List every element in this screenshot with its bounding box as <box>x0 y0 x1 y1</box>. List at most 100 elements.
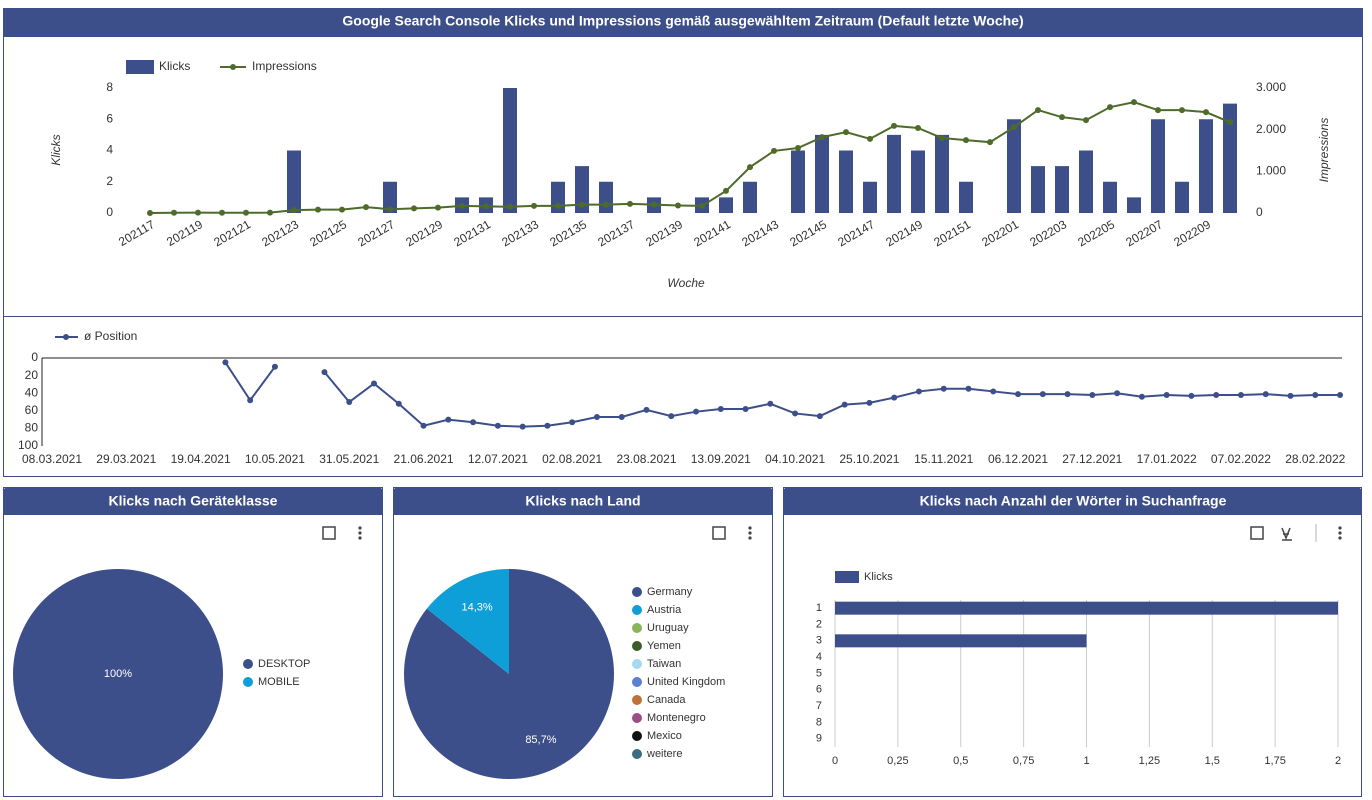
point <box>1138 393 1145 400</box>
legend-label: Taiwan <box>647 658 681 670</box>
legend-dot <box>632 623 642 633</box>
point <box>651 201 657 208</box>
legend-label: Montenegro <box>647 712 706 724</box>
line <box>149 101 1231 214</box>
x-tick-label: 0,75 <box>1013 755 1034 767</box>
menu-dot[interactable] <box>748 526 752 530</box>
menu-dot[interactable] <box>358 536 362 540</box>
legend-dot <box>63 334 69 340</box>
menu-dot[interactable] <box>1338 526 1342 530</box>
point <box>267 209 273 216</box>
x-tick-label: 15.11.2021 <box>914 452 973 466</box>
chart-icon[interactable] <box>712 526 726 540</box>
legend-label: DESKTOP <box>258 658 310 670</box>
point <box>1163 391 1170 398</box>
menu-dot[interactable] <box>1338 536 1342 540</box>
menu-dot[interactable] <box>1338 531 1342 535</box>
y-tick-label: 80 <box>25 421 39 435</box>
point <box>1155 107 1161 114</box>
y-tick-label: 40 <box>25 385 39 399</box>
x-tick-label: 1,75 <box>1264 755 1285 767</box>
panel-header <box>3 487 383 515</box>
bar <box>863 181 877 213</box>
point <box>742 406 749 413</box>
point <box>291 207 297 214</box>
menu-dot[interactable] <box>358 531 362 535</box>
bar <box>287 150 301 213</box>
panel-title: Google Search Console Klicks und Impress… <box>342 13 1023 29</box>
point <box>717 406 724 413</box>
panel-title: Klicks nach Land <box>525 493 640 509</box>
menu-dot[interactable] <box>748 531 752 535</box>
x-tick-label: 10.05.2021 <box>245 452 305 466</box>
point <box>940 385 947 392</box>
x-tick-label: 25.10.2021 <box>839 452 899 466</box>
y-tick-label: 0 <box>106 205 113 219</box>
menu-dot[interactable] <box>748 536 752 540</box>
point <box>593 413 600 420</box>
point <box>891 394 898 401</box>
point <box>1337 391 1344 398</box>
panel-title: Klicks nach Geräteklasse <box>109 493 278 509</box>
point <box>1083 117 1089 124</box>
menu-dot[interactable] <box>358 526 362 530</box>
x-tick-label: 23.08.2021 <box>616 452 676 466</box>
x-tick-label: 0,5 <box>953 755 968 767</box>
point <box>987 139 993 146</box>
x-tick-label: 19.04.2021 <box>171 452 231 466</box>
point <box>247 397 254 404</box>
legend-dot <box>230 64 236 70</box>
point <box>767 400 774 407</box>
y-tick-label: 4 <box>816 651 822 663</box>
point <box>321 369 328 376</box>
point <box>866 399 873 406</box>
legend-label: Austria <box>647 604 682 616</box>
point <box>445 416 452 423</box>
point <box>1179 107 1185 114</box>
point <box>693 408 700 415</box>
point <box>1039 391 1046 398</box>
point <box>569 419 576 426</box>
point <box>371 380 378 387</box>
point <box>1015 391 1022 398</box>
bar <box>839 150 853 213</box>
bar <box>575 166 589 213</box>
chart-icon[interactable] <box>1250 526 1264 540</box>
x-tick-label: 29.03.2021 <box>96 452 156 466</box>
panel-header <box>393 487 773 515</box>
chart-icon[interactable] <box>322 526 336 540</box>
bar <box>1007 119 1021 213</box>
point <box>1011 124 1017 131</box>
point <box>792 410 799 417</box>
bar <box>835 601 1338 615</box>
y-tick-label: 100 <box>18 438 38 452</box>
legend-dot <box>632 641 642 651</box>
x-tick-label: 31.05.2021 <box>319 452 379 466</box>
sort-icon[interactable] <box>1281 527 1292 541</box>
legend-label: United Kingdom <box>647 676 725 688</box>
point <box>435 204 441 211</box>
legend-dot <box>632 731 642 741</box>
y-tick-label: 6 <box>106 111 113 125</box>
bar <box>911 150 925 213</box>
menus <box>358 526 1342 540</box>
panel-header <box>783 487 1362 515</box>
x-tick-label: 2 <box>1335 755 1341 767</box>
x-tick-label: 1,25 <box>1139 755 1160 767</box>
point <box>346 399 353 405</box>
point <box>195 209 201 216</box>
point <box>243 209 249 216</box>
legend-swatch <box>835 571 859 583</box>
point <box>387 206 393 213</box>
y-tick-label: 6 <box>816 684 822 696</box>
point <box>1089 391 1096 398</box>
panel-header <box>3 8 1363 37</box>
point <box>483 203 489 210</box>
y2-tick-label: 0 <box>1256 205 1263 219</box>
point <box>963 137 969 144</box>
bar <box>719 197 733 213</box>
x-tick-label: 17.01.2022 <box>1137 452 1197 466</box>
panel <box>3 8 1363 317</box>
legend-dot <box>632 713 642 723</box>
